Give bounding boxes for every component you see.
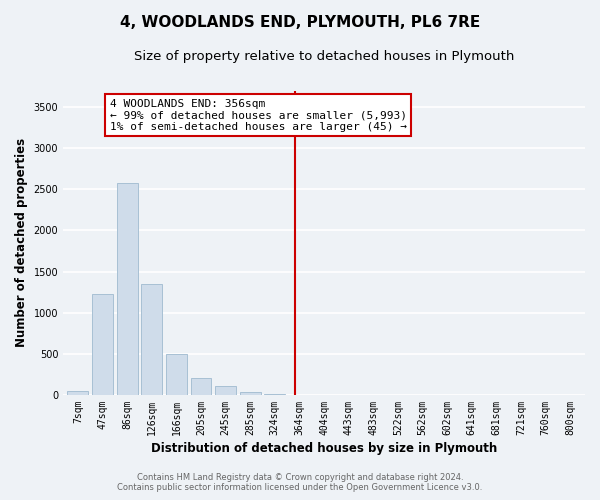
Y-axis label: Number of detached properties: Number of detached properties [15, 138, 28, 348]
Bar [92, 294, 113, 395]
Text: Contains HM Land Registry data © Crown copyright and database right 2024.
Contai: Contains HM Land Registry data © Crown c… [118, 473, 482, 492]
Bar [67, 391, 88, 395]
Title: Size of property relative to detached houses in Plymouth: Size of property relative to detached ho… [134, 50, 514, 63]
Text: 4 WOODLANDS END: 356sqm
← 99% of detached houses are smaller (5,993)
1% of semi-: 4 WOODLANDS END: 356sqm ← 99% of detache… [110, 99, 407, 132]
Bar [240, 392, 261, 395]
Bar [215, 386, 236, 395]
Bar [117, 182, 137, 395]
Bar [166, 354, 187, 395]
Bar [265, 394, 286, 395]
X-axis label: Distribution of detached houses by size in Plymouth: Distribution of detached houses by size … [151, 442, 497, 455]
Bar [142, 284, 162, 395]
Text: 4, WOODLANDS END, PLYMOUTH, PL6 7RE: 4, WOODLANDS END, PLYMOUTH, PL6 7RE [120, 15, 480, 30]
Bar [191, 378, 211, 395]
